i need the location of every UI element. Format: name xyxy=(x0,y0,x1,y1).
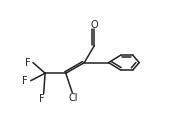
Text: F: F xyxy=(22,76,28,86)
Text: O: O xyxy=(91,20,98,30)
Text: F: F xyxy=(39,94,45,104)
Text: Cl: Cl xyxy=(69,93,78,103)
Text: F: F xyxy=(25,58,30,68)
